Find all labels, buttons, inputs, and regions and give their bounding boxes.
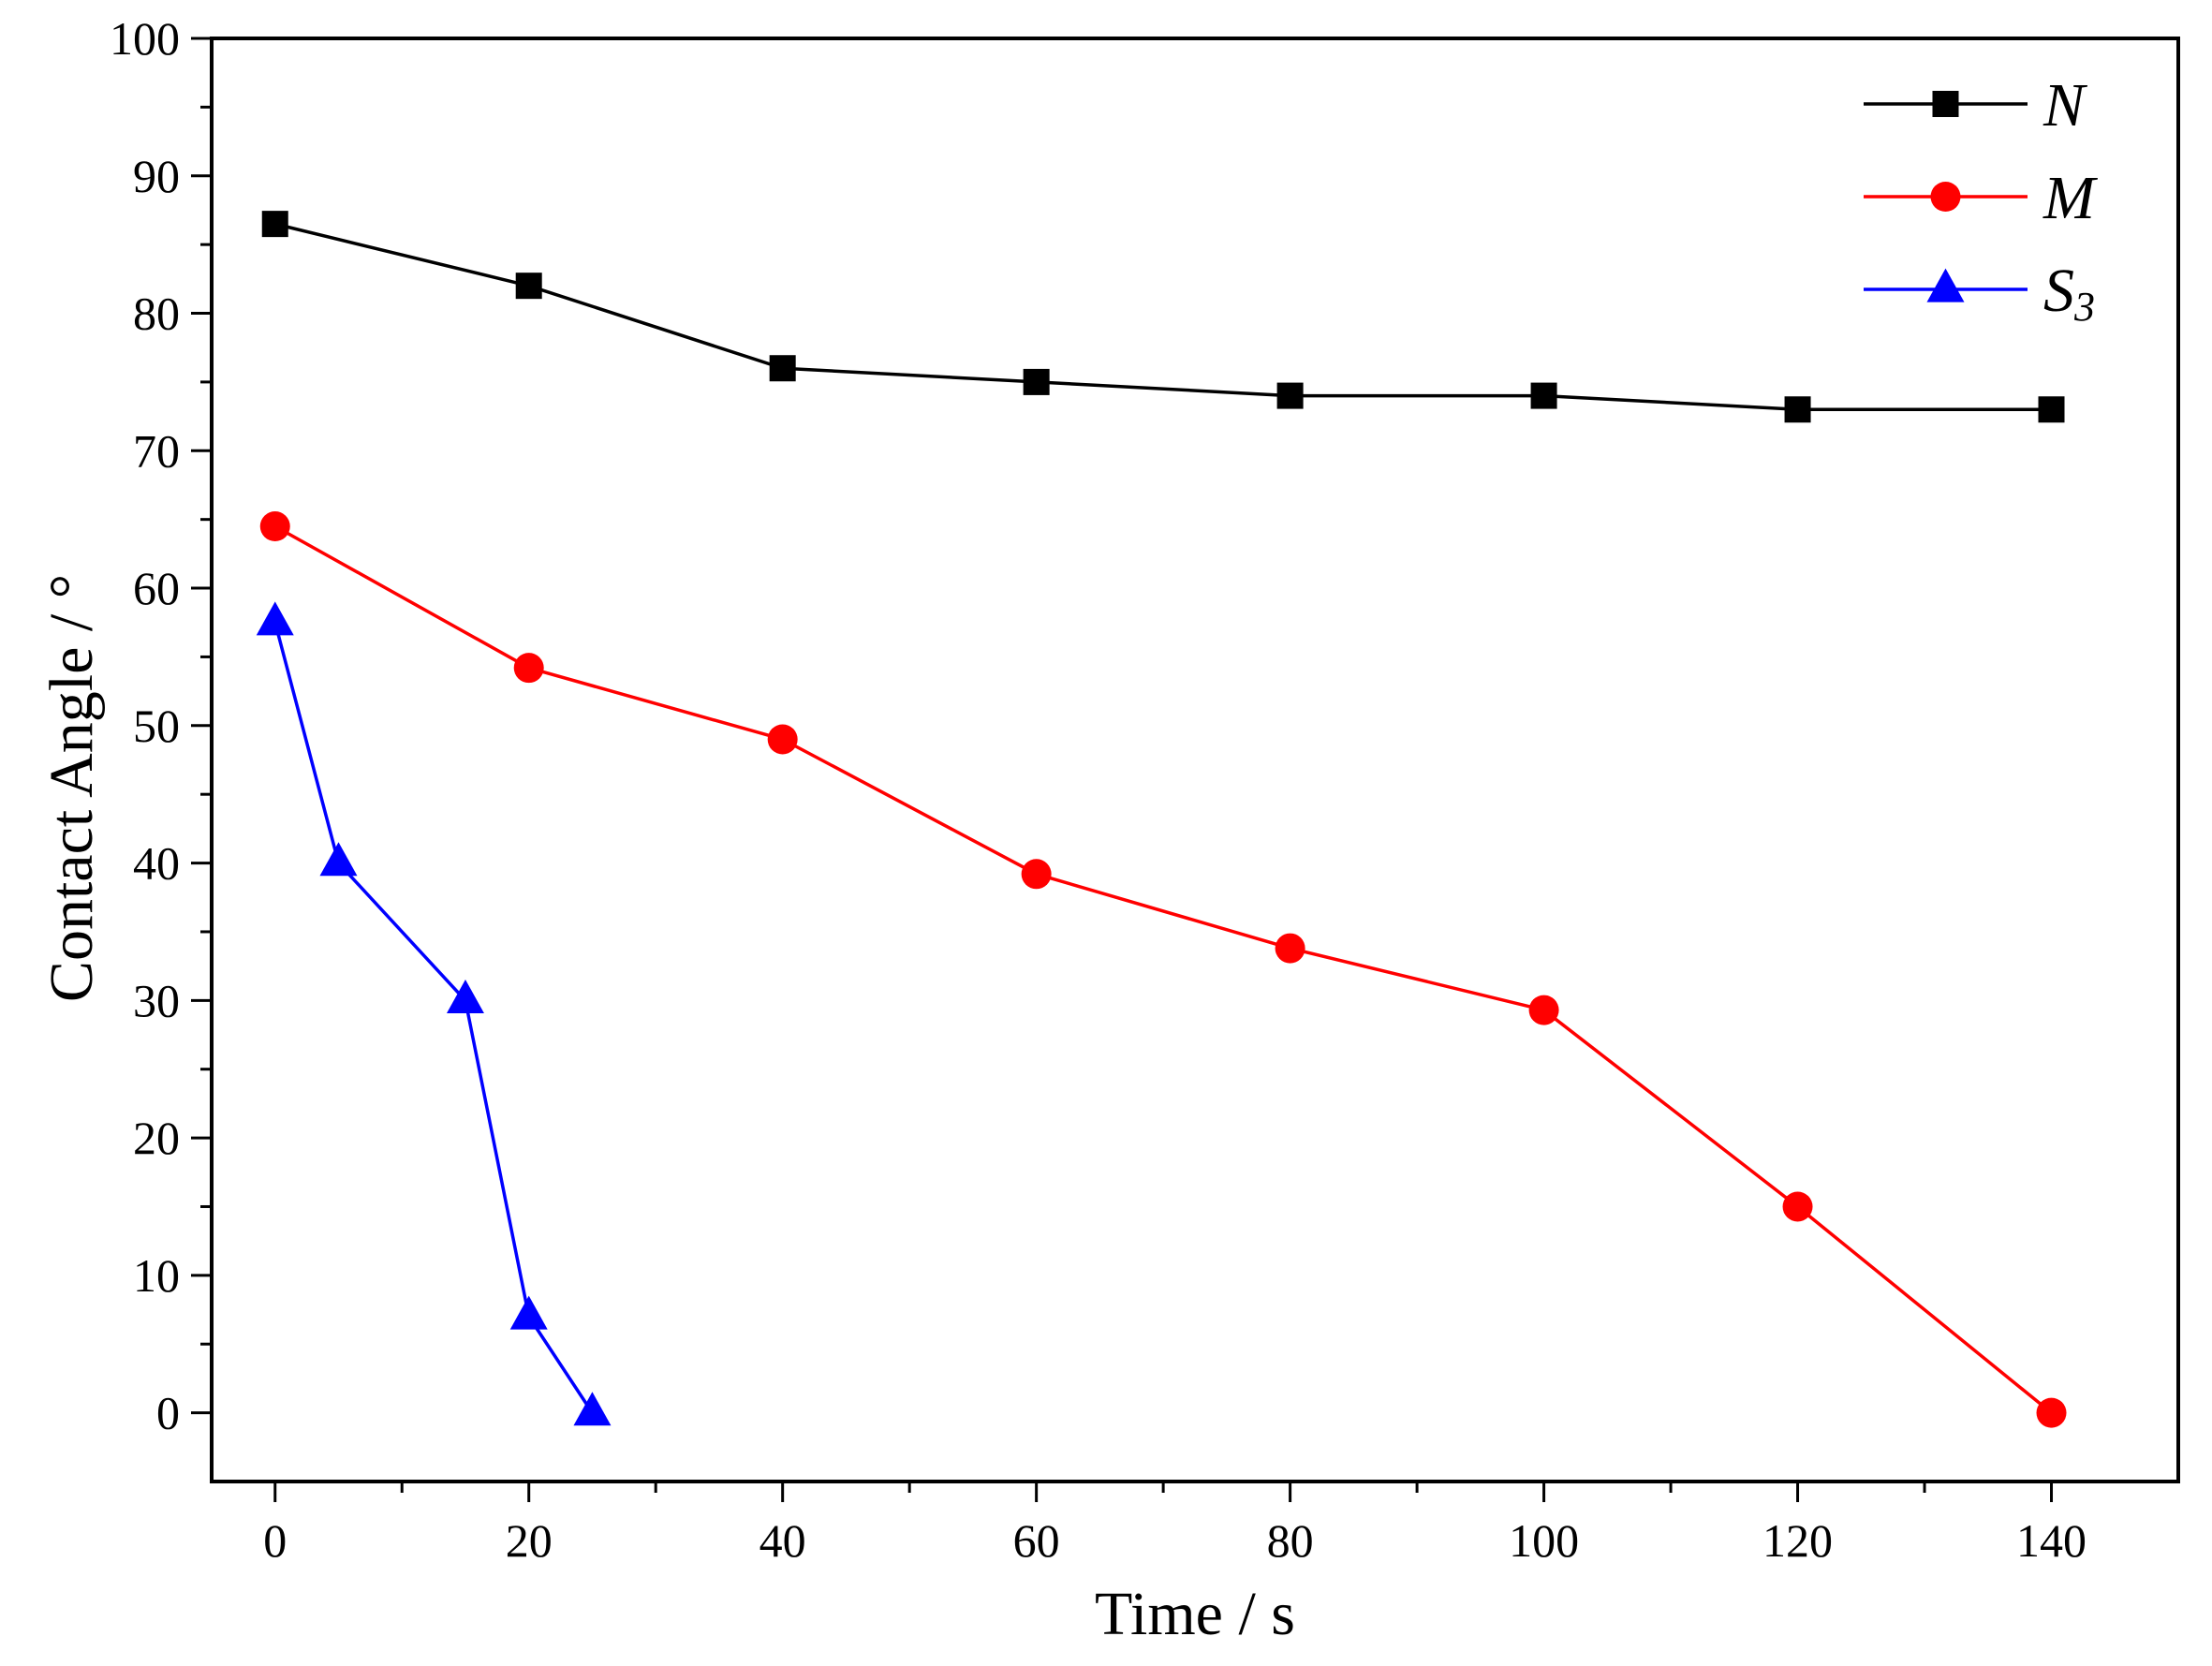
- data-point-M: [1021, 859, 1052, 890]
- legend-label-N: N: [2042, 71, 2088, 140]
- legend-marker-M: [1930, 182, 1961, 212]
- data-point-S3: [319, 842, 358, 877]
- y-axis-title: Contact Angle / °: [37, 574, 106, 1002]
- series-N: [261, 211, 2065, 423]
- legend-item-M: M: [1864, 164, 2099, 232]
- data-point-M: [259, 511, 290, 542]
- legend-item-S3: S3: [1864, 257, 2095, 330]
- data-point-N: [1023, 368, 1050, 395]
- y-tick-label: 60: [133, 562, 180, 614]
- tick-labels: 0 20 40 60 80 100 120 140 0 10 20 30 40 50 60 70 80 90 100: [110, 12, 2087, 1567]
- series-S3: [256, 601, 612, 1426]
- y-tick-label: 90: [133, 150, 180, 202]
- data-point-M: [2036, 1397, 2067, 1428]
- x-tick-label: 120: [1762, 1514, 1833, 1567]
- y-tick-label: 80: [133, 287, 180, 340]
- data-point-N: [1276, 382, 1304, 409]
- y-tick-label: 40: [133, 837, 180, 890]
- x-tick-label: 140: [2016, 1514, 2087, 1567]
- series-M: [259, 511, 2067, 1428]
- legend-label-S3: S3: [2043, 257, 2095, 330]
- legend-label-M: M: [2042, 164, 2099, 232]
- data-point-M: [767, 724, 798, 755]
- data-point-N: [1530, 382, 1557, 409]
- data-point-N: [2038, 396, 2065, 423]
- y-tick-label: 0: [156, 1387, 180, 1439]
- legend-marker-N: [1932, 91, 1959, 117]
- plot-frame: [210, 37, 2180, 1483]
- data-point-S3: [509, 1295, 548, 1330]
- y-tick-label: 20: [133, 1112, 180, 1164]
- data-point-M: [1528, 995, 1559, 1025]
- x-tick-label: 100: [1509, 1514, 1579, 1567]
- x-tick-label: 60: [1013, 1514, 1060, 1567]
- data-point-N: [261, 211, 288, 238]
- x-tick-label: 20: [506, 1514, 553, 1567]
- data-point-M: [513, 653, 544, 684]
- x-axis-title: Time / s: [1095, 1580, 1295, 1648]
- x-tick-label: 0: [263, 1514, 287, 1567]
- y-tick-label: 10: [133, 1249, 180, 1302]
- data-point-N: [1784, 396, 1811, 423]
- data-point-N: [769, 355, 796, 382]
- y-tick-label: 30: [133, 974, 180, 1026]
- y-tick-label: 70: [133, 424, 180, 477]
- legend-item-N: N: [1864, 71, 2088, 140]
- y-tick-label: 50: [133, 700, 180, 752]
- data-point-S3: [446, 980, 484, 1014]
- y-tick-label: 100: [110, 12, 180, 65]
- data-point-S3: [256, 601, 294, 636]
- series-line-M: [273, 524, 2053, 1414]
- data-point-M: [1275, 933, 1305, 964]
- series-line-N: [274, 222, 2052, 412]
- legend: NM S3: [1864, 71, 2099, 330]
- x-tick-label: 40: [759, 1514, 806, 1567]
- data-point-M: [1782, 1191, 1813, 1222]
- legend-marker-S3: [1926, 268, 1965, 302]
- x-tick-label: 80: [1267, 1514, 1314, 1567]
- data-point-N: [515, 273, 542, 300]
- data-point-S3: [573, 1392, 612, 1426]
- series-layer: [256, 211, 2067, 1428]
